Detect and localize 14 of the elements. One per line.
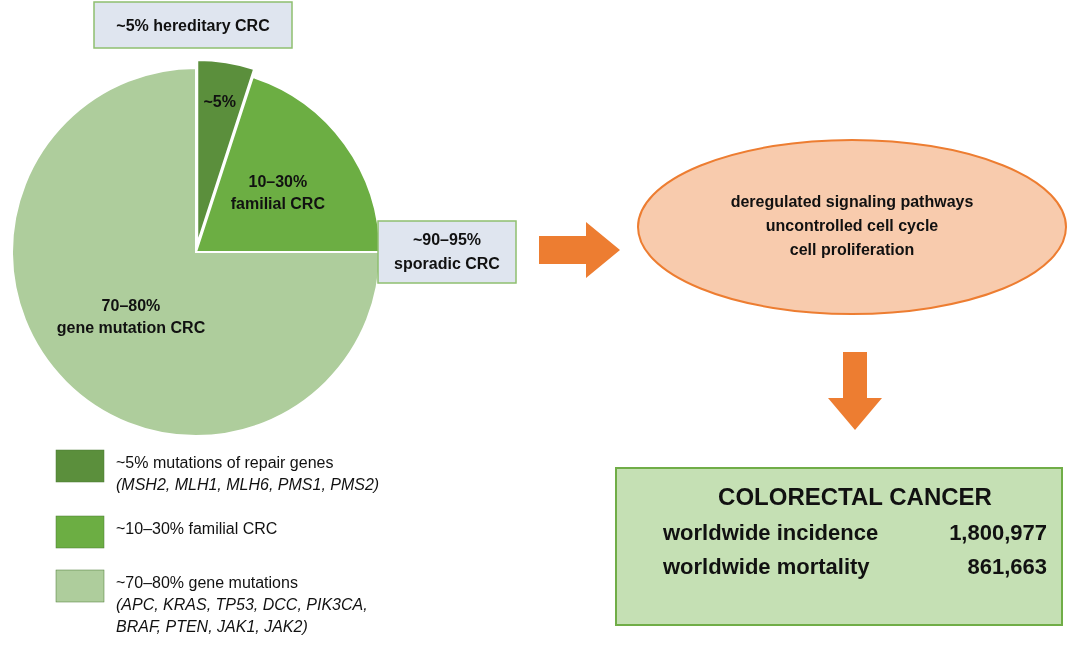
text: 70–80% gene mutation CRC	[56, 297, 206, 337]
text: deregulated signaling pathways uncontrolled cell cycle cell proliferation	[730, 193, 974, 258]
text: 10–30% familial CRC	[230, 172, 326, 212]
text: ~5% hereditary CRC	[116, 17, 271, 34]
legend-label: ~5% mutations of repair genes (MSH2, MLH1, MLH6, PMS1, PMS2)	[116, 454, 380, 493]
text: worldwide mortality	[662, 554, 871, 579]
text: ~90–95% sporadic CRC	[394, 231, 501, 272]
text: 861,663	[967, 554, 1047, 579]
legend-label: ~70–80% gene mutations (APC, KRAS, TP53, DCC, PIK3CA, BRAF, PTEN, JAK1, JAK2)	[116, 574, 368, 635]
text: worldwide incidence	[662, 520, 879, 545]
text: COLORECTAL CANCER	[718, 483, 992, 510]
text: 1,800,977	[949, 520, 1047, 545]
text: ~5%	[203, 93, 236, 111]
legend-label: ~10–30% familial CRC	[116, 520, 278, 537]
